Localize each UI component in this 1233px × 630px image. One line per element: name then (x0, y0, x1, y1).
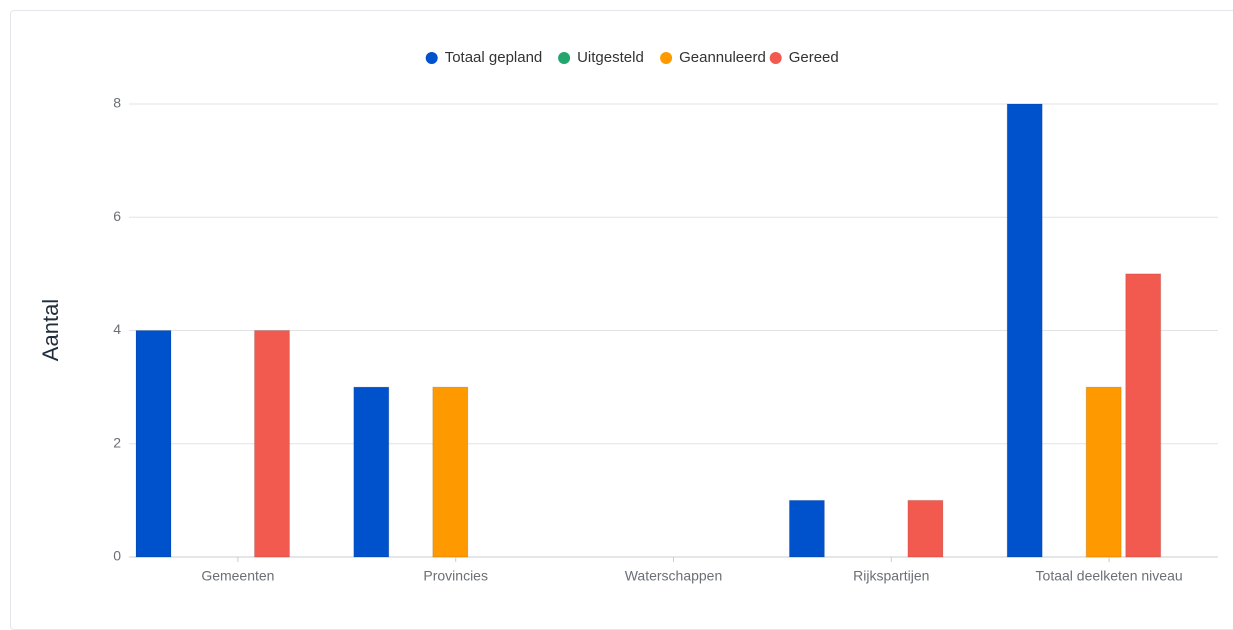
legend: Totaal gepland Uitgesteld Geannuleerd Geree… (425, 49, 839, 66)
bar-gereed-totaal-deelketen-niveau (1125, 273, 1162, 558)
legend-label-totaal-gepland[interactable]: Totaal gepland (445, 49, 543, 66)
x-tick-label-totaal-deelketen-niveau: Totaal deelketen niveau (1036, 568, 1183, 584)
bars (135, 103, 1162, 558)
legend-label-geannuleerd[interactable]: Geannuleerd (679, 49, 766, 66)
bar-geannuleerd-provincies (432, 386, 469, 558)
y-tick-label-4: 4 (113, 321, 121, 337)
legend-marker-geannuleerd[interactable] (660, 52, 673, 64)
x-tick-label-waterschappen: Waterschappen (625, 568, 723, 584)
bar-gereed-gemeenten (254, 330, 290, 558)
y-tick-label-8: 8 (113, 95, 121, 111)
x-tick-label-rijkspartijen: Rijkspartijen (853, 568, 929, 584)
y-tick-label-2: 2 (113, 434, 121, 450)
bar-totaal-gepland-totaal-deelketen-niveau (1006, 103, 1043, 558)
legend-label-uitgesteld[interactable]: Uitgesteld (577, 49, 644, 66)
bar-geannuleerd-totaal-deelketen-niveau (1085, 386, 1122, 558)
legend-label-gereed[interactable]: Gereed (789, 49, 839, 66)
bar-totaal-gepland-gemeenten (135, 330, 172, 558)
bar-gereed-rijkspartijen (907, 499, 944, 558)
bar-totaal-gepland-rijkspartijen (788, 499, 825, 558)
y-axis: 0 2 4 6 8 (113, 95, 121, 564)
x-tick-label-gemeenten: Gemeenten (201, 568, 274, 584)
legend-marker-uitgesteld[interactable] (558, 52, 571, 64)
y-tick-label-0: 0 (113, 548, 121, 564)
bar-chart: Gemeenten Provincies Waterschappen Rijkspar… (38, 49, 1218, 584)
bar-totaal-gepland-provincies (353, 386, 390, 558)
y-tick-label-6: 6 (113, 208, 121, 224)
gridlines (129, 103, 1218, 558)
legend-marker-gereed[interactable] (769, 52, 782, 64)
y-axis-label: Aantal (38, 299, 63, 361)
x-axis: Gemeenten Provincies Waterschappen Rijkspar… (201, 557, 1183, 584)
legend-marker-totaal-gepland[interactable] (425, 52, 438, 64)
x-tick-label-provincies: Provincies (423, 568, 488, 584)
